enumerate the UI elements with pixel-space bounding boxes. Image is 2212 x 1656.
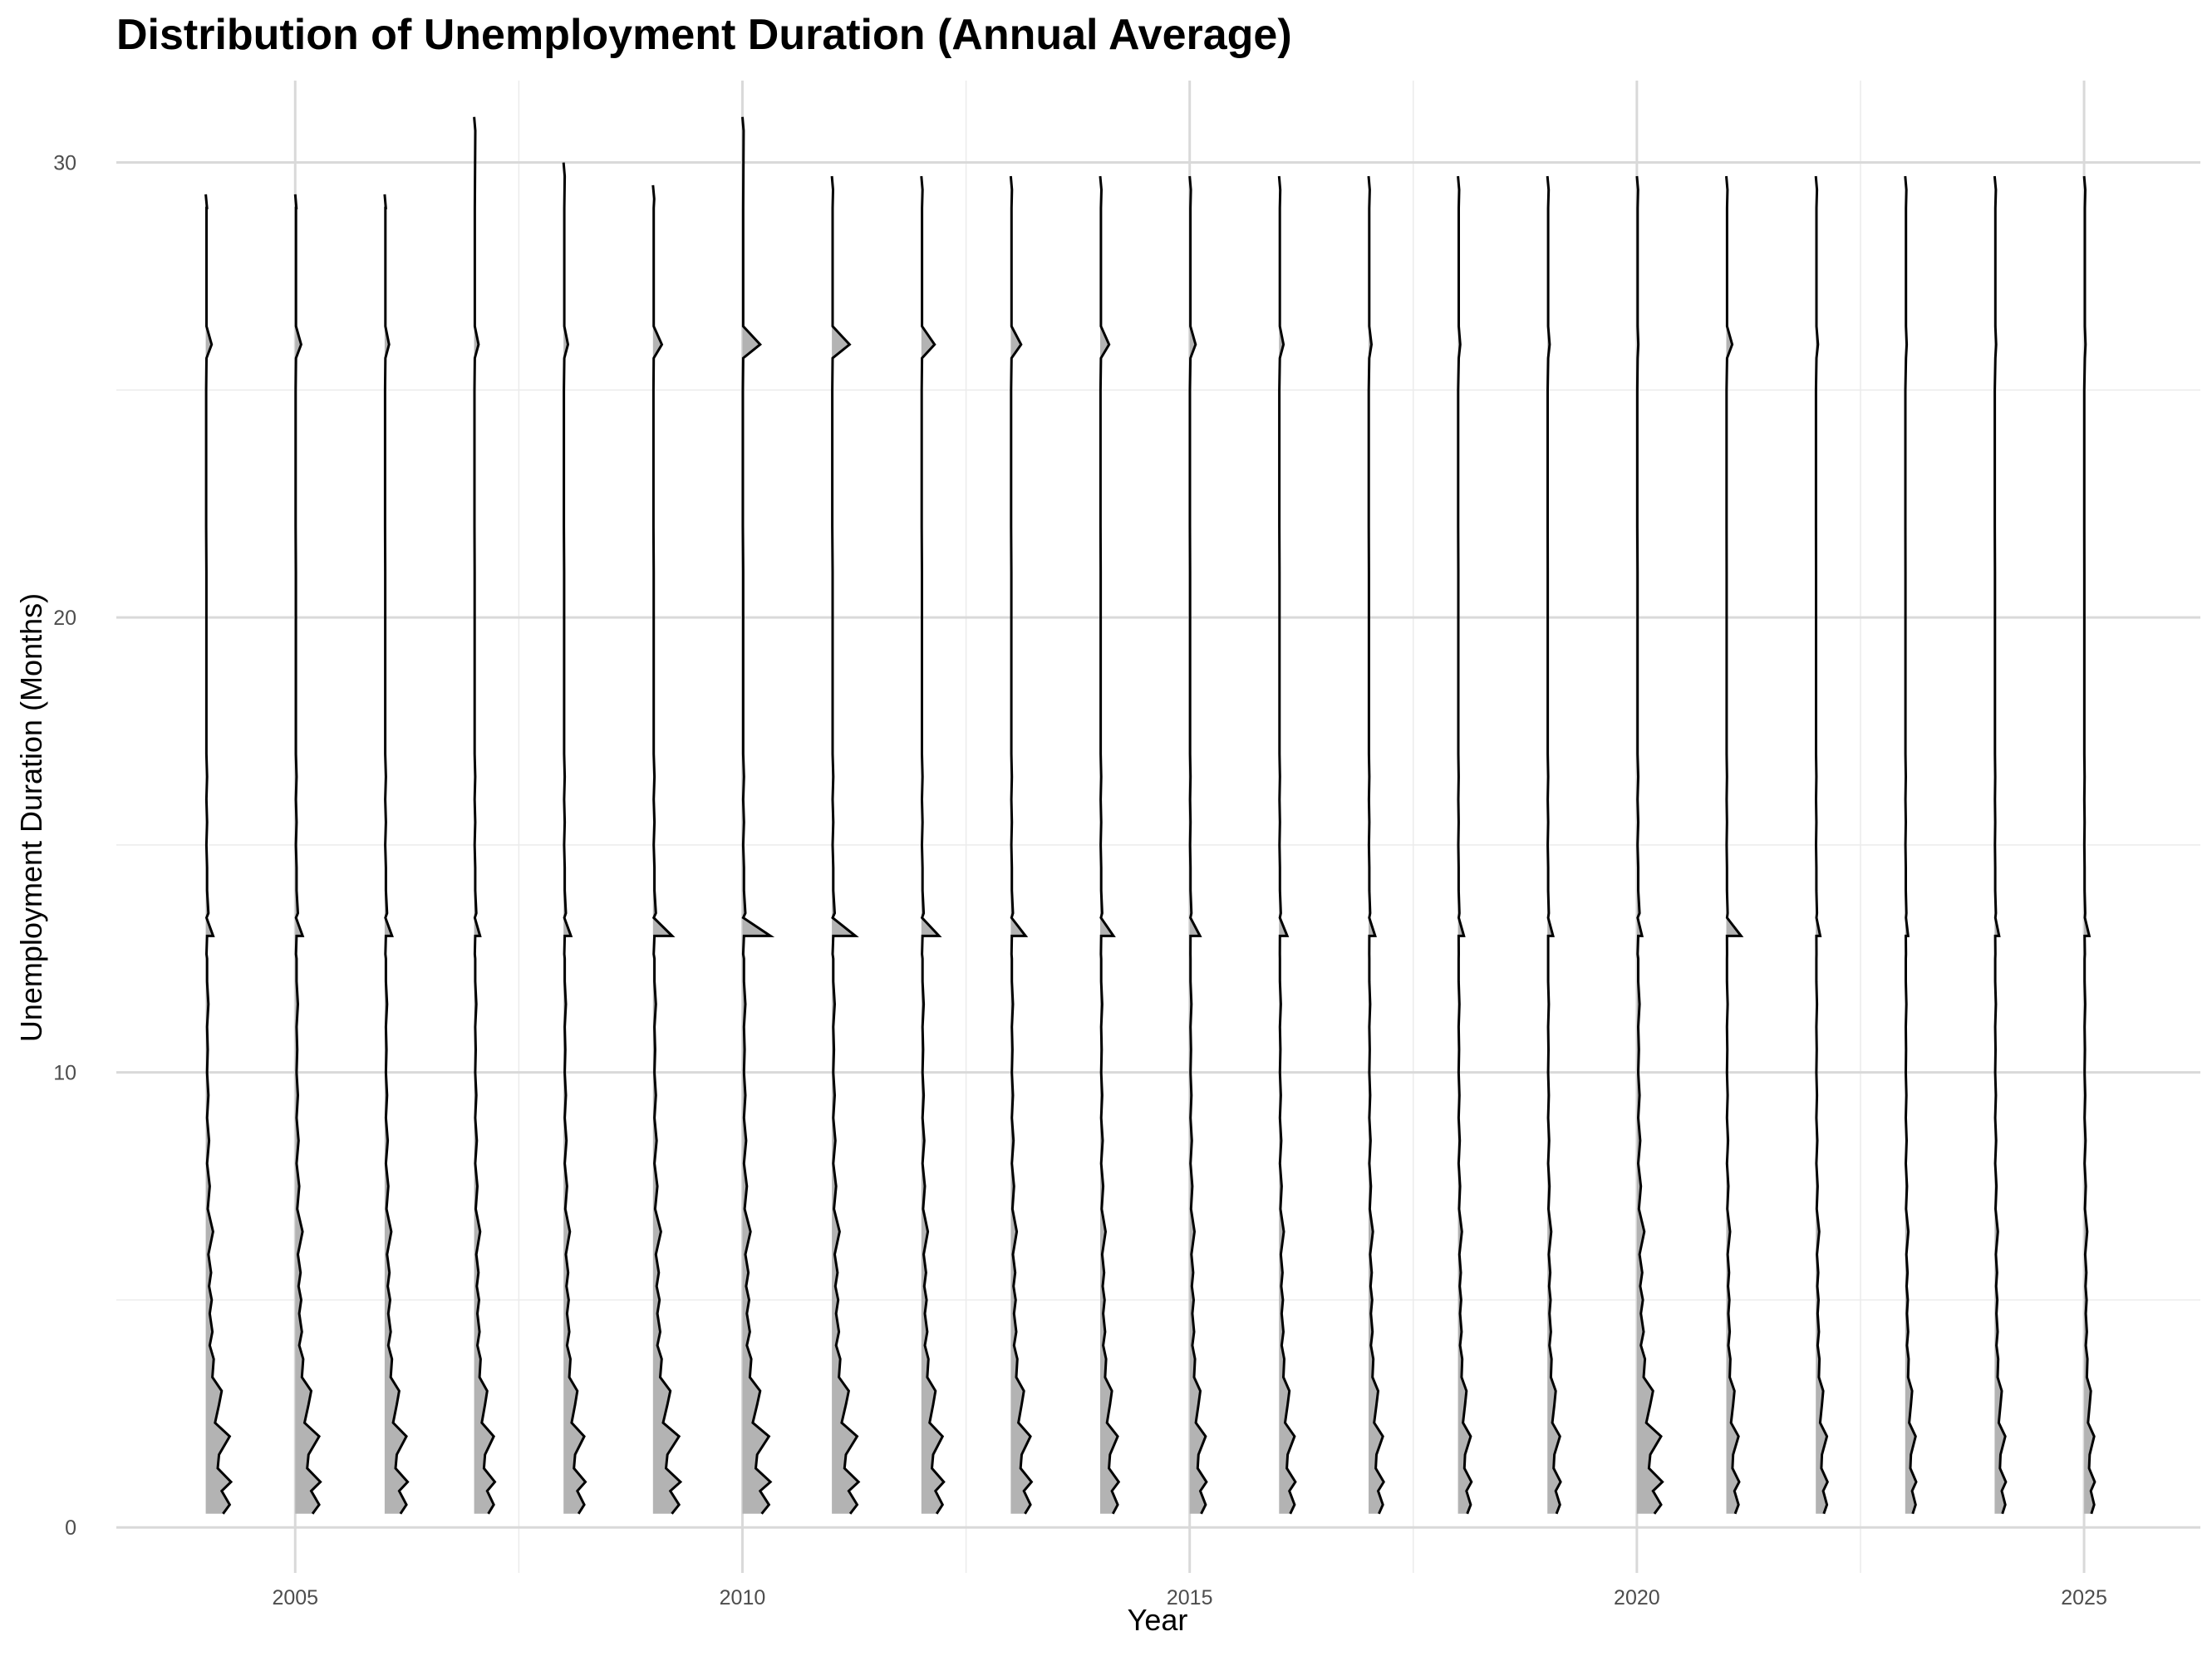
ridge-2008 — [562, 162, 587, 1515]
ridge-fill-2019 — [1547, 176, 1561, 1514]
ridge-fill-2008 — [563, 162, 586, 1514]
ridge-fill-2006 — [384, 194, 408, 1514]
ridge-fill-2009 — [652, 184, 681, 1514]
ridge-2022 — [1814, 175, 1829, 1515]
ridge-fill-2015 — [1189, 176, 1207, 1514]
ridge-line-2020 — [1635, 175, 1664, 1515]
y-tick-label: 10 — [53, 1062, 76, 1085]
ridge-line-2004 — [204, 194, 233, 1515]
ridge-line-2024 — [1993, 175, 2008, 1515]
ridge-fill-2012 — [921, 176, 944, 1514]
y-tick-label: 30 — [53, 152, 76, 175]
ridge-line-2006 — [383, 194, 410, 1515]
ridge-2013 — [1009, 175, 1034, 1515]
chart-title: Distribution of Unemployment Duration (A… — [116, 11, 1292, 59]
y-tick-labels: 0 10 20 30 — [53, 152, 76, 1541]
ridge-line-2023 — [1904, 175, 1918, 1515]
ridge-fill-2011 — [832, 176, 859, 1514]
ridge-fill-2004 — [205, 194, 231, 1514]
ridge-2021 — [1725, 175, 1744, 1515]
ridge-series — [204, 116, 2096, 1515]
ridge-2012 — [920, 175, 946, 1515]
ridge-line-2021 — [1725, 175, 1744, 1515]
ridge-2010 — [741, 116, 775, 1515]
ridge-2014 — [1099, 175, 1121, 1515]
ridge-fill-2018 — [1457, 176, 1472, 1514]
ridge-2004 — [204, 194, 233, 1515]
ridge-2018 — [1457, 175, 1473, 1515]
ridge-fill-2005 — [295, 194, 321, 1514]
ridge-2005 — [293, 194, 322, 1515]
ridge-2007 — [473, 116, 497, 1515]
ridge-line-2011 — [830, 175, 861, 1515]
ridge-2025 — [2082, 175, 2096, 1515]
minor-gridlines — [116, 81, 2200, 1573]
ridge-2024 — [1993, 175, 2008, 1515]
ridge-fill-2024 — [1994, 176, 2006, 1514]
ridge-fill-2013 — [1010, 176, 1032, 1514]
ridge-fill-2007 — [474, 116, 495, 1514]
x-tick-label: 2025 — [2061, 1586, 2107, 1609]
ridge-2011 — [830, 175, 861, 1515]
y-axis-title: Unemployment Duration (Months) — [14, 593, 48, 1042]
ridge-line-2007 — [473, 116, 497, 1515]
ridge-line-2018 — [1457, 175, 1473, 1515]
ridge-fill-2021 — [1726, 176, 1742, 1514]
ridge-line-2013 — [1009, 175, 1034, 1515]
ridge-fill-2022 — [1816, 176, 1828, 1514]
y-tick-label: 0 — [65, 1516, 76, 1540]
x-tick-label: 2010 — [720, 1586, 766, 1609]
ridge-2017 — [1367, 175, 1385, 1515]
x-tick-label: 2015 — [1167, 1586, 1213, 1609]
y-tick-label: 20 — [53, 607, 76, 630]
ridge-2023 — [1904, 175, 1918, 1515]
ridge-fill-2025 — [2084, 176, 2095, 1514]
ridge-line-2012 — [920, 175, 946, 1515]
ridge-line-2019 — [1546, 175, 1562, 1515]
ridge-2019 — [1546, 175, 1562, 1515]
ridge-line-2017 — [1367, 175, 1385, 1515]
x-tick-label: 2005 — [272, 1586, 318, 1609]
x-tick-label: 2020 — [1614, 1586, 1660, 1609]
ridge-line-2009 — [651, 184, 683, 1515]
ridge-line-2008 — [562, 162, 587, 1515]
ridge-2015 — [1188, 175, 1208, 1515]
ridge-2020 — [1635, 175, 1664, 1515]
ridge-fill-2014 — [1100, 176, 1119, 1514]
ridge-2006 — [383, 194, 410, 1515]
ridge-line-2025 — [2082, 175, 2096, 1515]
ridge-2009 — [651, 184, 683, 1515]
ridge-fill-2020 — [1636, 176, 1663, 1514]
ridge-fill-2010 — [742, 116, 771, 1514]
ridge-line-2015 — [1188, 175, 1208, 1515]
ridge-fill-2017 — [1369, 176, 1384, 1514]
ridge-line-2010 — [741, 116, 775, 1515]
x-tick-labels: 2005 2010 2015 2020 2025 — [272, 1586, 2106, 1609]
x-axis-title: Year — [1128, 1603, 1188, 1637]
ridge-line-2016 — [1277, 175, 1297, 1515]
ridge-line-2014 — [1099, 175, 1121, 1515]
ridge-fill-2016 — [1279, 176, 1295, 1514]
ridge-line-2022 — [1814, 175, 1829, 1515]
ridge-line-2005 — [293, 194, 322, 1515]
ridge-fill-2023 — [1905, 176, 1916, 1514]
ridge-2016 — [1277, 175, 1297, 1515]
major-gridlines — [116, 81, 2200, 1573]
